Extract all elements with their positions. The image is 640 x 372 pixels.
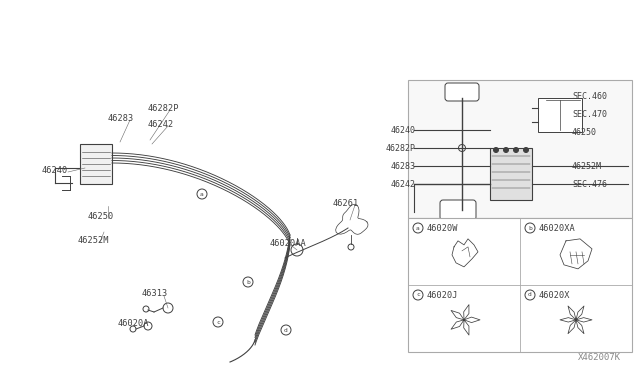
Text: 46020X: 46020X (539, 291, 570, 299)
Text: 46250: 46250 (88, 212, 115, 221)
Text: SEC.460: SEC.460 (572, 92, 607, 100)
Text: 46283: 46283 (391, 161, 416, 170)
Bar (538, 98, 582, 132)
Circle shape (513, 148, 518, 153)
Text: 46242: 46242 (148, 119, 174, 128)
Text: 46261: 46261 (333, 199, 359, 208)
Text: 46242: 46242 (391, 180, 416, 189)
Text: c: c (416, 292, 420, 298)
Bar (80, 144, 112, 184)
Text: d: d (284, 327, 288, 333)
Text: a: a (200, 192, 204, 196)
Text: 46283: 46283 (108, 113, 134, 122)
Text: 46240: 46240 (391, 125, 416, 135)
FancyBboxPatch shape (445, 83, 479, 101)
Text: SEC.476: SEC.476 (572, 180, 607, 189)
Text: X462007K: X462007K (578, 353, 621, 362)
Bar (408, 218, 632, 352)
Text: a: a (416, 225, 420, 231)
Text: 46020AA: 46020AA (270, 240, 307, 248)
Bar (408, 80, 632, 218)
Text: d: d (528, 292, 532, 298)
Text: 46020J: 46020J (427, 291, 458, 299)
Text: 46250: 46250 (572, 128, 597, 137)
Text: 46020A: 46020A (118, 320, 150, 328)
Bar (490, 148, 532, 200)
FancyBboxPatch shape (440, 200, 476, 220)
Text: 46252M: 46252M (572, 161, 602, 170)
Text: b: b (528, 225, 532, 231)
Text: 46313: 46313 (142, 289, 168, 298)
Text: 46240: 46240 (42, 166, 68, 174)
Text: SEC.470: SEC.470 (572, 109, 607, 119)
Circle shape (504, 148, 509, 153)
Text: 46282P: 46282P (386, 144, 416, 153)
Text: 46020XA: 46020XA (539, 224, 576, 232)
Circle shape (493, 148, 499, 153)
Circle shape (524, 148, 529, 153)
Text: 46020W: 46020W (427, 224, 458, 232)
Text: b: b (246, 279, 250, 285)
Text: c: c (216, 320, 220, 324)
Text: 46282P: 46282P (148, 103, 179, 112)
Text: 46252M: 46252M (78, 235, 109, 244)
